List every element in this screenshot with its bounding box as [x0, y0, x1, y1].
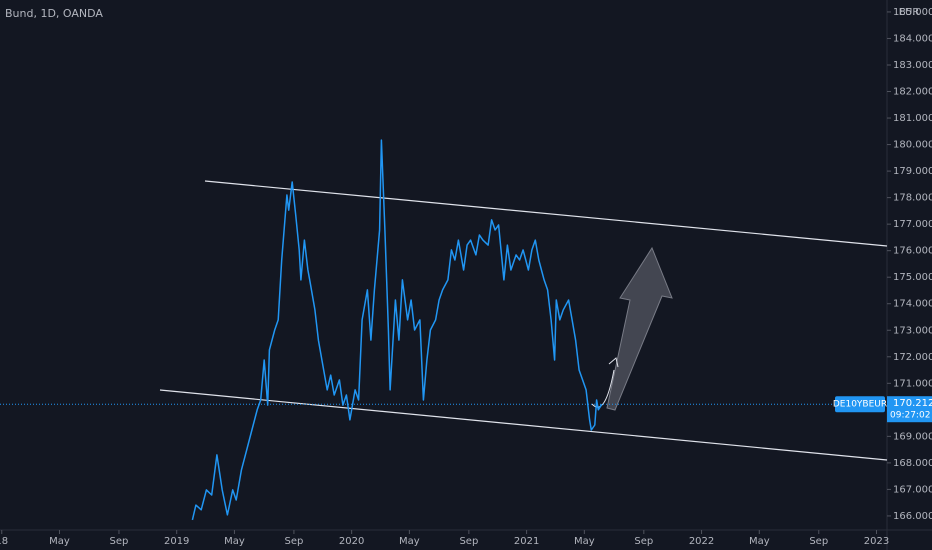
x-tick-label: May — [49, 536, 70, 547]
x-tick-label: 18 — [0, 536, 8, 547]
y-tick-label: 175.000 — [893, 272, 932, 283]
countdown-label: 09:27:02 — [890, 411, 930, 421]
x-tick-label: Sep — [110, 536, 129, 547]
last-price-label: 170.212 — [893, 398, 932, 409]
y-tick-label: 173.000 — [893, 325, 932, 336]
x-tick-label: Sep — [284, 536, 303, 547]
y-tick-label: 180.000 — [893, 140, 932, 151]
y-tick-label: 184.000 — [893, 33, 932, 44]
y-tick-label: 182.000 — [893, 87, 932, 98]
y-tick-label: 185.000 — [893, 7, 932, 18]
y-tick-label: 174.000 — [893, 299, 932, 310]
x-tick-label: May — [574, 536, 595, 547]
x-tick-label: 2019 — [164, 536, 189, 547]
y-tick-label: 169.000 — [893, 431, 932, 442]
y-tick-label: 167.000 — [893, 484, 932, 495]
y-tick-label: 177.000 — [893, 219, 932, 230]
x-tick-label: 2022 — [689, 536, 714, 547]
chart-title: Bund, 1D, OANDA — [5, 7, 103, 20]
price-line — [191, 139, 603, 521]
y-tick-label: 183.000 — [893, 60, 932, 71]
projection-arrow — [606, 246, 673, 411]
x-tick-label: 2021 — [514, 536, 539, 547]
symbol-tag-bg — [835, 396, 885, 413]
y-tick-label: 166.000 — [893, 511, 932, 522]
path-arrow — [591, 369, 615, 408]
x-tick-label: May — [224, 536, 245, 547]
symbol-tag: DE10YBEUR — [833, 400, 887, 410]
x-tick-label: May — [749, 536, 770, 547]
y-tick-label: 171.000 — [893, 378, 932, 389]
x-tick-label: 2020 — [339, 536, 364, 547]
x-tick-label: Sep — [634, 536, 653, 547]
currency-label: EUR — [899, 7, 920, 18]
x-tick-label: 2023 — [864, 536, 889, 547]
y-tick-label: 176.000 — [893, 246, 932, 257]
lower-trendline — [159, 389, 888, 461]
y-tick-label: 181.000 — [893, 113, 932, 124]
price-tag-bg — [887, 396, 932, 423]
y-tick-label: 179.000 — [893, 166, 932, 177]
x-tick-label: Sep — [809, 536, 828, 547]
plot: 166.000167.000168.000169.000170.000171.0… — [0, 7, 932, 547]
y-tick-label: 172.000 — [893, 352, 932, 363]
y-tick-label: 168.000 — [893, 458, 932, 469]
y-tick-label: 178.000 — [893, 193, 932, 204]
x-tick-label: Sep — [459, 536, 478, 547]
upper-trendline — [204, 180, 888, 247]
path-arrow-head — [608, 357, 619, 368]
x-tick-label: May — [399, 536, 420, 547]
